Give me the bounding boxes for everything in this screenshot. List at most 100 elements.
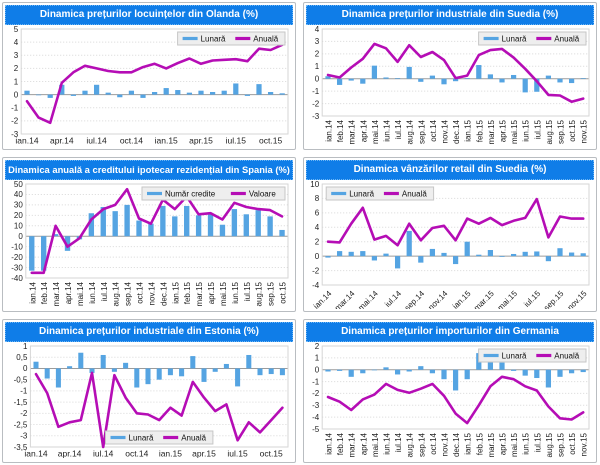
svg-text:-2: -2 (312, 99, 320, 108)
svg-text:4: 4 (14, 38, 19, 47)
svg-text:apr.14: apr.14 (359, 119, 368, 142)
svg-text:iul.15: iul.15 (227, 449, 248, 459)
svg-text:mai.15: mai.15 (496, 289, 520, 309)
svg-text:0: 0 (14, 90, 19, 99)
svg-text:oct.15: oct.15 (568, 119, 577, 141)
svg-text:30: 30 (14, 201, 23, 210)
svg-text:sep.15: sep.15 (267, 281, 276, 306)
svg-text:aug.15: aug.15 (545, 432, 554, 457)
svg-text:-3: -3 (11, 130, 19, 139)
bar-series (33, 352, 285, 388)
chart-plot: 4 3 2 1 0 -1 -2 -3 ian.14 feb.14 mar.14 apr.14 mai.1… (306, 25, 594, 147)
chart-plot: 50 40 30 20 10 0 -10 -20 -30 -40 ian.14 feb.14 mar.1… (5, 180, 293, 309)
svg-text:Lunară: Lunară (502, 34, 527, 43)
svg-text:-2: -2 (11, 117, 19, 126)
svg-text:-1: -1 (312, 87, 320, 96)
svg-text:dec.14: dec.14 (452, 432, 461, 457)
svg-text:aug.14: aug.14 (112, 281, 121, 306)
svg-text:feb.15: feb.15 (475, 119, 484, 142)
svg-text:-1: -1 (312, 377, 320, 386)
plot-border (29, 345, 289, 448)
svg-text:oct.14: oct.14 (125, 449, 148, 459)
svg-text:feb.14: feb.14 (336, 119, 345, 142)
svg-text:oct.15: oct.15 (568, 432, 577, 454)
svg-text:10: 10 (14, 222, 23, 231)
svg-text:sep.14: sep.14 (417, 119, 426, 144)
svg-text:10: 10 (310, 180, 319, 189)
legend: Număr credite Valoare (141, 186, 286, 201)
svg-text:oct.15: oct.15 (260, 449, 283, 459)
svg-text:4: 4 (315, 223, 320, 232)
svg-text:mar.14: mar.14 (348, 119, 357, 144)
svg-text:iun.14: iun.14 (383, 432, 392, 454)
svg-text:Număr credite: Număr credite (165, 189, 216, 198)
svg-text:0: 0 (315, 75, 320, 84)
svg-text:-1: -1 (11, 104, 19, 113)
svg-text:-2: -2 (312, 389, 320, 398)
svg-text:mar.14: mar.14 (52, 281, 61, 306)
svg-text:feb.15: feb.15 (183, 281, 192, 304)
chart-title: Dinamica anuală a creditului ipotecar re… (5, 160, 293, 180)
plot-border (321, 345, 590, 430)
svg-text:sep.14: sep.14 (124, 281, 133, 306)
svg-text:1: 1 (23, 342, 28, 351)
chart-card-suedia-industriale: Dinamica prețurilor industriale din Sued… (303, 2, 597, 150)
plot-border (25, 183, 289, 279)
line-series (326, 197, 585, 247)
svg-text:-2: -2 (312, 266, 320, 275)
svg-text:apr.15: apr.15 (499, 119, 508, 142)
svg-text:-3: -3 (312, 401, 320, 410)
svg-text:-2: -2 (20, 409, 28, 418)
svg-text:mai.14: mai.14 (371, 119, 380, 144)
svg-text:20: 20 (14, 211, 23, 220)
svg-text:Anuală: Anuală (402, 189, 427, 198)
svg-text:-3,5: -3,5 (14, 443, 28, 452)
svg-text:ian.14: ian.14 (15, 136, 38, 146)
svg-text:ian.14: ian.14 (325, 432, 334, 454)
svg-text:ian.14: ian.14 (312, 289, 334, 309)
svg-text:oct.14: oct.14 (120, 136, 143, 146)
svg-text:Lunară: Lunară (502, 351, 527, 360)
legend: Lunară Anuală (105, 430, 214, 445)
svg-text:mar.15: mar.15 (487, 432, 496, 457)
legend: Lunară Anuală (325, 186, 435, 201)
svg-text:apr.14: apr.14 (64, 281, 73, 304)
svg-text:iul.14: iul.14 (394, 119, 403, 139)
x-axis-labels: ian.14 apr.14 iul.14 oct.14 ian.15 apr.15 iul.… (24, 449, 283, 459)
line-series (326, 42, 585, 103)
svg-text:ian.15: ian.15 (171, 281, 180, 303)
legend: Lunară Anuală (478, 31, 587, 46)
svg-text:apr.15: apr.15 (207, 281, 216, 304)
svg-text:oct.14: oct.14 (429, 119, 438, 141)
svg-text:Anuală: Anuală (554, 351, 579, 360)
svg-text:3: 3 (315, 37, 320, 46)
svg-text:mai.14: mai.14 (76, 281, 85, 306)
svg-text:Anuală: Anuală (554, 34, 579, 43)
svg-text:apr.15: apr.15 (189, 136, 213, 146)
chart-title: Dinamica prețurilor locuințelor din Olan… (5, 5, 293, 25)
chart-card-germania-importuri: Dinamica prețurilor importurilor din Ger… (303, 319, 597, 463)
svg-text:40: 40 (14, 190, 23, 199)
svg-text:mar.15: mar.15 (195, 281, 204, 306)
svg-text:apr.14: apr.14 (50, 136, 74, 146)
svg-text:apr.15: apr.15 (499, 432, 508, 455)
line-series (34, 371, 284, 449)
svg-text:sep.14: sep.14 (417, 432, 426, 457)
svg-text:ian.15: ian.15 (464, 432, 473, 454)
svg-text:-3: -3 (20, 432, 28, 441)
svg-text:2: 2 (14, 64, 19, 73)
svg-text:feb.14: feb.14 (336, 432, 345, 455)
svg-text:0,5: 0,5 (16, 353, 28, 362)
svg-text:oct.15: oct.15 (259, 136, 282, 146)
svg-text:Lunară: Lunară (349, 189, 374, 198)
svg-text:apr.14: apr.14 (359, 432, 368, 455)
svg-text:iun.15: iun.15 (522, 119, 531, 141)
svg-text:ian.15: ian.15 (159, 449, 182, 459)
svg-text:aug.15: aug.15 (545, 119, 554, 144)
line-series (326, 375, 585, 425)
svg-text:Lunară: Lunară (129, 433, 154, 442)
